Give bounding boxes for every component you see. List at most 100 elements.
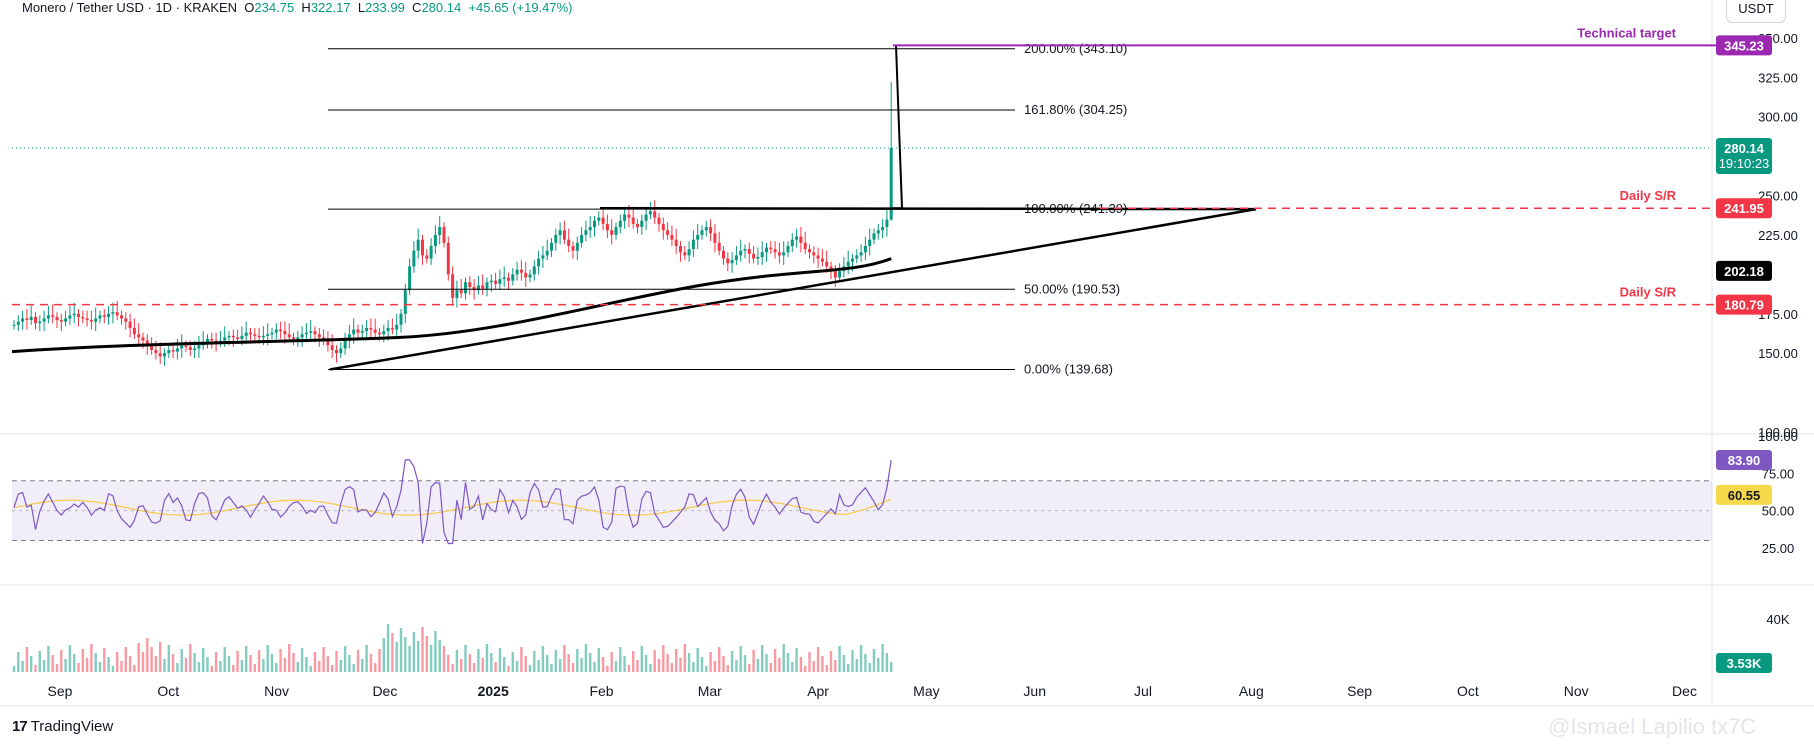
candle-body bbox=[231, 335, 235, 338]
currency-unit-button[interactable]: USDT bbox=[1726, 0, 1786, 23]
candle-body bbox=[137, 334, 141, 338]
candle-body bbox=[636, 223, 639, 228]
candle-body bbox=[395, 324, 399, 330]
candle-body bbox=[274, 329, 278, 333]
volume-bar bbox=[718, 647, 721, 672]
candle-body bbox=[287, 334, 291, 338]
candle-body bbox=[335, 350, 338, 354]
volume-bar bbox=[752, 650, 755, 672]
high-label: H bbox=[301, 0, 311, 15]
candle-body bbox=[124, 318, 128, 322]
volume-bar bbox=[868, 663, 871, 672]
candle-body bbox=[175, 348, 179, 352]
volume-bar bbox=[283, 658, 287, 672]
candle-body bbox=[550, 242, 553, 251]
volume-bar bbox=[644, 655, 648, 672]
candle-body bbox=[838, 271, 842, 278]
tradingview-logo-text: TradingView bbox=[30, 718, 114, 735]
candle-body bbox=[618, 220, 622, 228]
ma-price-badge bbox=[1716, 260, 1772, 281]
volume-bar bbox=[636, 660, 639, 672]
candle-body bbox=[511, 274, 515, 281]
volume-bar bbox=[438, 640, 441, 672]
volume-bar bbox=[361, 659, 364, 672]
candle-body bbox=[593, 220, 596, 228]
volume-bar bbox=[275, 663, 278, 672]
volume-bar bbox=[593, 662, 596, 672]
volume-bar bbox=[778, 658, 781, 672]
candle-body bbox=[726, 258, 730, 264]
volume-bar bbox=[490, 653, 493, 672]
volume-bar bbox=[786, 653, 790, 672]
volume-bar bbox=[391, 633, 394, 672]
sr-price-badge bbox=[1716, 198, 1772, 219]
price-tick-label: 150.00 bbox=[1758, 346, 1798, 361]
candle-body bbox=[562, 230, 566, 240]
candle-body bbox=[481, 285, 485, 289]
x-tick-label: Aug bbox=[1239, 683, 1264, 699]
candle-body bbox=[240, 335, 244, 339]
rsi-ma-badge bbox=[1716, 484, 1772, 505]
candle-body bbox=[249, 332, 252, 335]
volume-bar bbox=[528, 665, 532, 672]
volume-bar bbox=[511, 652, 514, 672]
volume-bar bbox=[730, 651, 734, 672]
candle-body bbox=[631, 217, 635, 224]
volume-bar bbox=[266, 645, 269, 672]
candle-body bbox=[412, 250, 416, 267]
candle-body bbox=[270, 332, 274, 335]
symbol-title[interactable]: Monero / Tether USD · 1D · KRAKEN bbox=[22, 0, 238, 15]
volume-bar bbox=[47, 646, 50, 672]
candle-body bbox=[279, 329, 283, 332]
candle-body bbox=[416, 239, 420, 251]
x-tick-label: May bbox=[913, 683, 939, 699]
support-resistance-label: Daily S/R bbox=[1620, 188, 1677, 203]
candle-body bbox=[584, 230, 588, 235]
candle-body bbox=[150, 345, 154, 351]
volume-bar bbox=[395, 642, 398, 672]
volume-bar bbox=[331, 665, 334, 672]
candle-body bbox=[21, 318, 25, 322]
candle-body bbox=[365, 327, 369, 332]
candle-body bbox=[16, 321, 20, 325]
candle-body bbox=[352, 329, 356, 335]
volume-bar bbox=[288, 644, 291, 672]
volume-bar bbox=[94, 653, 97, 672]
volume-bar bbox=[619, 647, 622, 672]
candle-body bbox=[296, 337, 300, 339]
volume-bar bbox=[124, 647, 127, 672]
tradingview-logo[interactable]: 17 TradingView bbox=[12, 718, 113, 735]
candle-body bbox=[494, 280, 498, 284]
candle-body bbox=[356, 329, 360, 333]
candle-body bbox=[184, 345, 188, 347]
candle-body bbox=[188, 346, 192, 351]
volume-bar bbox=[184, 658, 188, 672]
volume-bar bbox=[25, 647, 29, 672]
volume-bar bbox=[468, 654, 471, 672]
candle-body bbox=[451, 274, 455, 298]
candle-body bbox=[55, 316, 59, 321]
candle-body bbox=[433, 234, 437, 246]
volume-bar bbox=[116, 652, 119, 672]
volume-bar bbox=[382, 638, 385, 672]
volume-bar bbox=[472, 663, 476, 672]
candle-body bbox=[644, 214, 648, 221]
volume-bar bbox=[683, 644, 686, 672]
volume-bar bbox=[606, 666, 609, 672]
candle-body bbox=[640, 220, 644, 228]
candle-body bbox=[812, 252, 816, 256]
volume-bar bbox=[571, 663, 575, 672]
candle-body bbox=[674, 239, 678, 246]
volume-bar bbox=[73, 654, 76, 672]
author-watermark: @Ismael Lapilio tx7C bbox=[1548, 714, 1757, 739]
volume-bar bbox=[176, 663, 179, 672]
candle-body bbox=[803, 242, 807, 250]
ascending-trendline bbox=[329, 207, 1257, 371]
candle-body bbox=[72, 313, 76, 316]
volume-bar bbox=[451, 664, 454, 672]
volume-bar bbox=[653, 650, 656, 672]
volume-bar bbox=[761, 645, 764, 672]
volume-bar bbox=[17, 652, 20, 672]
rsi-value-label: 83.90 bbox=[1728, 453, 1761, 468]
